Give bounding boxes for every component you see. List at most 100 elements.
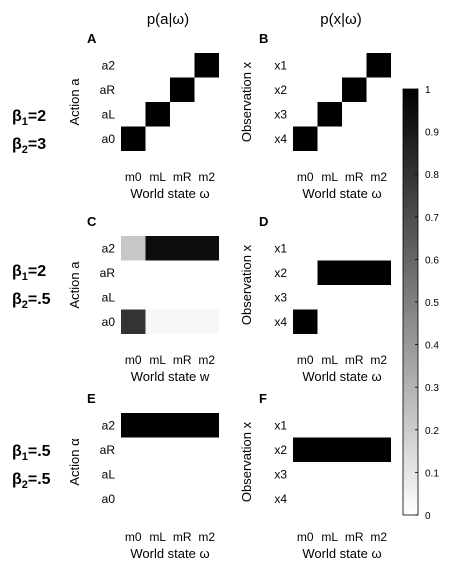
beta-label: β2=3: [12, 136, 46, 156]
heatmap-cell: [194, 53, 219, 78]
heatmap-cell: [366, 437, 391, 462]
x-tick-label: mR: [345, 170, 364, 184]
panel-letter: E: [87, 391, 96, 406]
panel-letter: C: [87, 214, 97, 229]
y-axis-label: Observation x: [239, 244, 254, 325]
y-tick-label: x2: [274, 83, 287, 97]
heatmap-cell: [170, 77, 195, 102]
heatmap-cell: [317, 437, 342, 462]
column-title-right: p(x|ω): [320, 11, 361, 28]
x-tick-label: m2: [370, 530, 387, 544]
y-tick-label: x1: [274, 241, 287, 255]
x-tick-label: m2: [370, 353, 387, 367]
heatmap-cell: [317, 102, 342, 127]
colorbar-tick-label: 0.6: [425, 255, 439, 266]
colorbar-tick-label: 0: [425, 511, 431, 522]
panel-b: Bx4 x3 x2 x1 m0 mL mR m2 World state ω Observatio…: [239, 31, 391, 201]
x-tick-label: m0: [297, 170, 314, 184]
colorbar-tick-label: 0.7: [425, 213, 439, 224]
heatmap-cell: [194, 413, 219, 438]
colorbar-tick-label: 0.4: [425, 341, 439, 352]
beta-label: β1=2: [12, 108, 46, 128]
heatmap-cell: [145, 413, 170, 438]
beta-label-row: β1=.5 β2=.5: [12, 443, 51, 491]
beta-labels: β1=2 β2=3 β1=2 β2=.5 β1=.5 β2=.5: [12, 108, 51, 491]
y-tick-label: x3: [274, 290, 287, 304]
beta-label-row: β1=2 β2=3: [12, 108, 46, 156]
y-tick-label: x3: [274, 467, 287, 481]
x-axis-label: World state ω: [130, 186, 209, 201]
panel-letter: D: [259, 214, 268, 229]
y-axis-label: Observation x: [239, 61, 254, 142]
y-tick-label: aL: [102, 467, 116, 481]
heatmap-cell: [342, 260, 367, 285]
x-axis-label: World state ω: [302, 186, 381, 201]
x-axis-label: World state ω: [130, 546, 209, 561]
heatmap-cell: [170, 413, 195, 438]
heatmap-cell: [121, 413, 146, 438]
colorbar: 0 0.1 0.2 0.3 0.4 0.5 0.6 0.7 0.8 0.9 1: [402, 85, 439, 522]
heatmap-cell: [194, 309, 219, 334]
panel-a: Aa0 aL aR a2 m0 mL mR m2 World state ω Action a: [67, 31, 219, 201]
y-axis-label: Action a: [67, 261, 82, 309]
y-tick-label: a2: [102, 418, 116, 432]
y-tick-label: x2: [274, 266, 287, 280]
panel-letter: B: [259, 31, 268, 46]
y-tick-label: aR: [100, 443, 116, 457]
x-tick-label: m0: [125, 353, 142, 367]
panel-c: Ca0 aL aR a2 m0 mL mR m2 World state w Action a: [67, 214, 219, 384]
y-tick-label: x4: [274, 315, 287, 329]
colorbar-tick-label: 0.3: [425, 383, 439, 394]
y-tick-label: x1: [274, 58, 287, 72]
panel-letter: A: [87, 31, 97, 46]
x-tick-label: m2: [370, 170, 387, 184]
x-tick-label: m2: [198, 530, 215, 544]
y-tick-label: aR: [100, 83, 116, 97]
panel-e: Ea0 aL aR a2 m0 mL mR m2 World state ω Action α: [67, 391, 219, 561]
y-tick-label: a0: [102, 315, 116, 329]
heatmap-cell: [145, 236, 170, 261]
x-tick-label: m0: [125, 530, 142, 544]
heatmap-cell: [317, 260, 342, 285]
x-tick-label: mL: [149, 353, 166, 367]
beta-label-row: β1=2 β2=.5: [12, 263, 51, 311]
x-tick-label: mL: [321, 353, 338, 367]
heatmap-cell: [145, 309, 170, 334]
x-tick-label: mR: [173, 530, 192, 544]
y-tick-label: aL: [102, 107, 116, 121]
colorbar-tick-label: 0.5: [425, 298, 439, 309]
y-tick-label: x4: [274, 132, 287, 146]
x-axis-label: World state ω: [302, 546, 381, 561]
beta-label: β1=.5: [12, 443, 51, 463]
x-tick-label: m0: [297, 353, 314, 367]
heatmap-cell: [342, 437, 367, 462]
heatmap-cell: [170, 309, 195, 334]
x-tick-label: mL: [321, 170, 338, 184]
x-tick-label: mR: [173, 170, 192, 184]
y-axis-label: Action a: [67, 78, 82, 126]
y-tick-label: a0: [102, 492, 116, 506]
panel-f: Fx4 x3 x2 x1 m0 mL mR m2 World state ω Observatio…: [239, 391, 391, 561]
heatmap-cell: [366, 260, 391, 285]
x-axis-label: World state w: [131, 369, 210, 384]
heatmap-panels: Aa0 aL aR a2 m0 mL mR m2 World state ω Action a Bx…: [67, 31, 391, 561]
panel-letter: F: [259, 391, 267, 406]
heatmap-cell: [293, 437, 318, 462]
y-tick-label: x2: [274, 443, 287, 457]
heatmap-cell: [342, 77, 367, 102]
x-tick-label: mR: [345, 353, 364, 367]
colorbar-tick-label: 0.8: [425, 170, 439, 181]
y-tick-label: a0: [102, 132, 116, 146]
beta-label: β1=2: [12, 263, 46, 283]
y-tick-label: x1: [274, 418, 287, 432]
x-tick-label: m2: [198, 353, 215, 367]
heatmap-cell: [121, 236, 146, 261]
y-tick-label: x3: [274, 107, 287, 121]
heatmap-cell: [194, 236, 219, 261]
y-tick-label: aR: [100, 266, 116, 280]
y-tick-label: aL: [102, 290, 116, 304]
x-tick-label: m2: [198, 170, 215, 184]
heatmap-cell: [121, 309, 146, 334]
x-tick-label: m0: [125, 170, 142, 184]
